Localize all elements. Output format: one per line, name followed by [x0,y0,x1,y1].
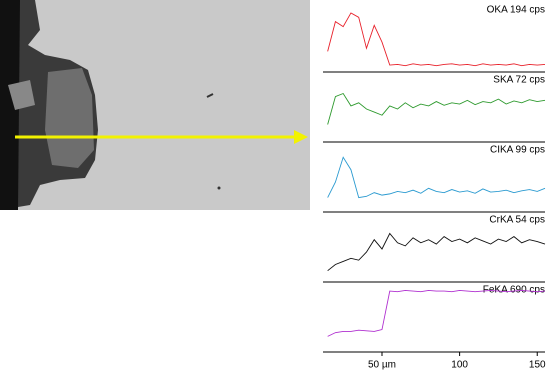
profile-line [327,232,546,272]
series-label: FeKA 690 cps [483,285,545,296]
series-label: CrKA 54 cps [489,215,545,226]
profile-line [327,92,546,125]
x-tick-label: 50 µm [368,360,396,371]
x-tick-label: 150 [529,360,546,371]
profile-line [327,290,546,337]
profile-line [327,12,546,67]
series-label: SKA 72 cps [493,75,545,86]
x-tick-label: 100 [451,360,468,371]
micrograph [0,0,310,210]
series-label: OKA 194 cps [487,5,545,16]
profile-line [327,156,546,199]
series-label: CIKA 99 cps [490,145,545,156]
